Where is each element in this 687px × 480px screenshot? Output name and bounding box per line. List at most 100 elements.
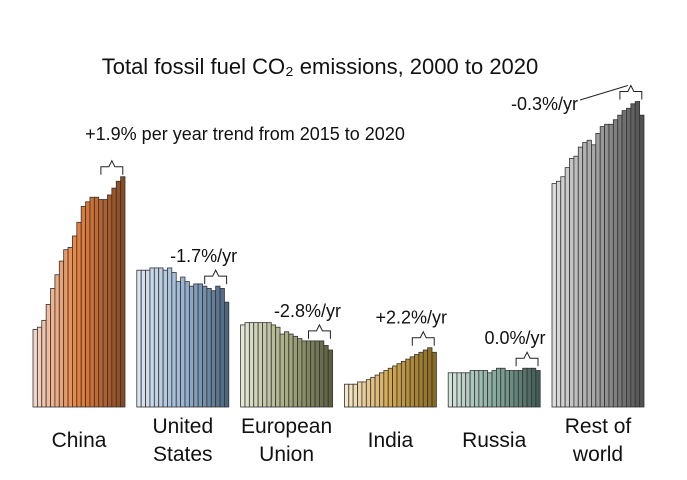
- bar: [617, 114, 623, 408]
- bar: [149, 267, 155, 408]
- bar: [215, 285, 221, 408]
- bar: [526, 367, 532, 408]
- bar: [383, 370, 389, 408]
- bar: [120, 176, 126, 408]
- bar: [145, 269, 151, 408]
- bar: [405, 358, 411, 408]
- bar: [474, 370, 480, 408]
- bar: [452, 372, 458, 408]
- bar: [604, 123, 610, 408]
- region-label: United States: [152, 415, 214, 466]
- bar: [206, 288, 212, 408]
- bar: [76, 221, 82, 408]
- bar: [513, 370, 519, 408]
- bar: [352, 383, 358, 408]
- bar: [357, 381, 363, 408]
- bar: [279, 333, 285, 408]
- bar: [639, 114, 645, 408]
- bar: [32, 329, 38, 408]
- bar: [275, 326, 281, 408]
- bar: [431, 351, 437, 408]
- trend-label: -0.3%/yr: [511, 94, 578, 114]
- bar: [595, 132, 601, 408]
- trend-bracket: [515, 351, 539, 367]
- trend-bracket: [100, 159, 124, 175]
- bar: [197, 283, 203, 408]
- bar: [387, 367, 393, 408]
- bar: [573, 155, 579, 408]
- region-label: Rest of world: [564, 415, 632, 466]
- bar: [284, 331, 290, 408]
- trend-label: -2.8%/yr: [274, 301, 341, 321]
- trend-label: -1.7%/yr: [170, 246, 237, 266]
- bar: [244, 322, 250, 408]
- trend-bracket: [411, 330, 435, 346]
- bar: [365, 379, 372, 408]
- bar: [634, 101, 641, 408]
- bar: [50, 288, 56, 408]
- bar: [184, 281, 190, 408]
- bar: [270, 324, 277, 408]
- bar: [153, 267, 160, 408]
- bar: [111, 187, 117, 408]
- bar: [262, 322, 268, 408]
- region-label: India: [367, 429, 414, 452]
- bar: [98, 199, 104, 408]
- bar: [535, 370, 541, 408]
- bar: [36, 326, 43, 408]
- bar: [396, 363, 402, 408]
- bar: [89, 196, 95, 408]
- bar: [319, 340, 325, 408]
- bar: [422, 349, 429, 408]
- bar: [292, 335, 298, 408]
- trend-pointer: [579, 85, 629, 101]
- bar: [427, 347, 433, 408]
- bar: [80, 205, 86, 408]
- bar: [517, 370, 524, 408]
- bar: [409, 356, 415, 408]
- bar: [460, 372, 467, 408]
- trend-label: 0.0%/yr: [485, 328, 546, 348]
- bar: [288, 333, 294, 408]
- bar: [210, 290, 217, 408]
- bar: [564, 167, 570, 408]
- trend-label: +1.9% per year trend from 2015 to 2020: [85, 124, 405, 144]
- bar: [447, 372, 453, 408]
- bar: [266, 322, 272, 408]
- bar: [555, 180, 562, 408]
- trend-bracket: [308, 323, 331, 339]
- chart-title: Total fossil fuel CO₂ emissions, 2000 to…: [102, 54, 539, 79]
- bar: [630, 103, 636, 408]
- bar: [115, 180, 122, 408]
- bar: [219, 288, 225, 408]
- bar: [586, 139, 592, 408]
- bar: [257, 322, 263, 408]
- bar: [599, 126, 605, 408]
- bar: [621, 110, 627, 408]
- bar: [487, 372, 493, 408]
- bar: [193, 283, 199, 408]
- bar: [469, 370, 475, 408]
- bar: [560, 176, 566, 408]
- bar: [327, 349, 334, 408]
- bar: [577, 146, 584, 408]
- bar: [175, 281, 182, 408]
- bar: [102, 199, 108, 408]
- bar: [180, 276, 186, 408]
- bar: [392, 365, 398, 408]
- bar: [248, 322, 255, 408]
- bar: [591, 144, 597, 408]
- bar: [140, 269, 146, 408]
- bar: [72, 235, 78, 408]
- bar: [465, 372, 471, 408]
- bar: [495, 367, 502, 408]
- bar: [67, 246, 73, 408]
- trend-bracket: [619, 84, 643, 100]
- bar: [41, 319, 47, 408]
- bar: [361, 381, 367, 408]
- region-label: China: [51, 429, 107, 452]
- bar: [379, 372, 385, 408]
- bar: [478, 370, 484, 408]
